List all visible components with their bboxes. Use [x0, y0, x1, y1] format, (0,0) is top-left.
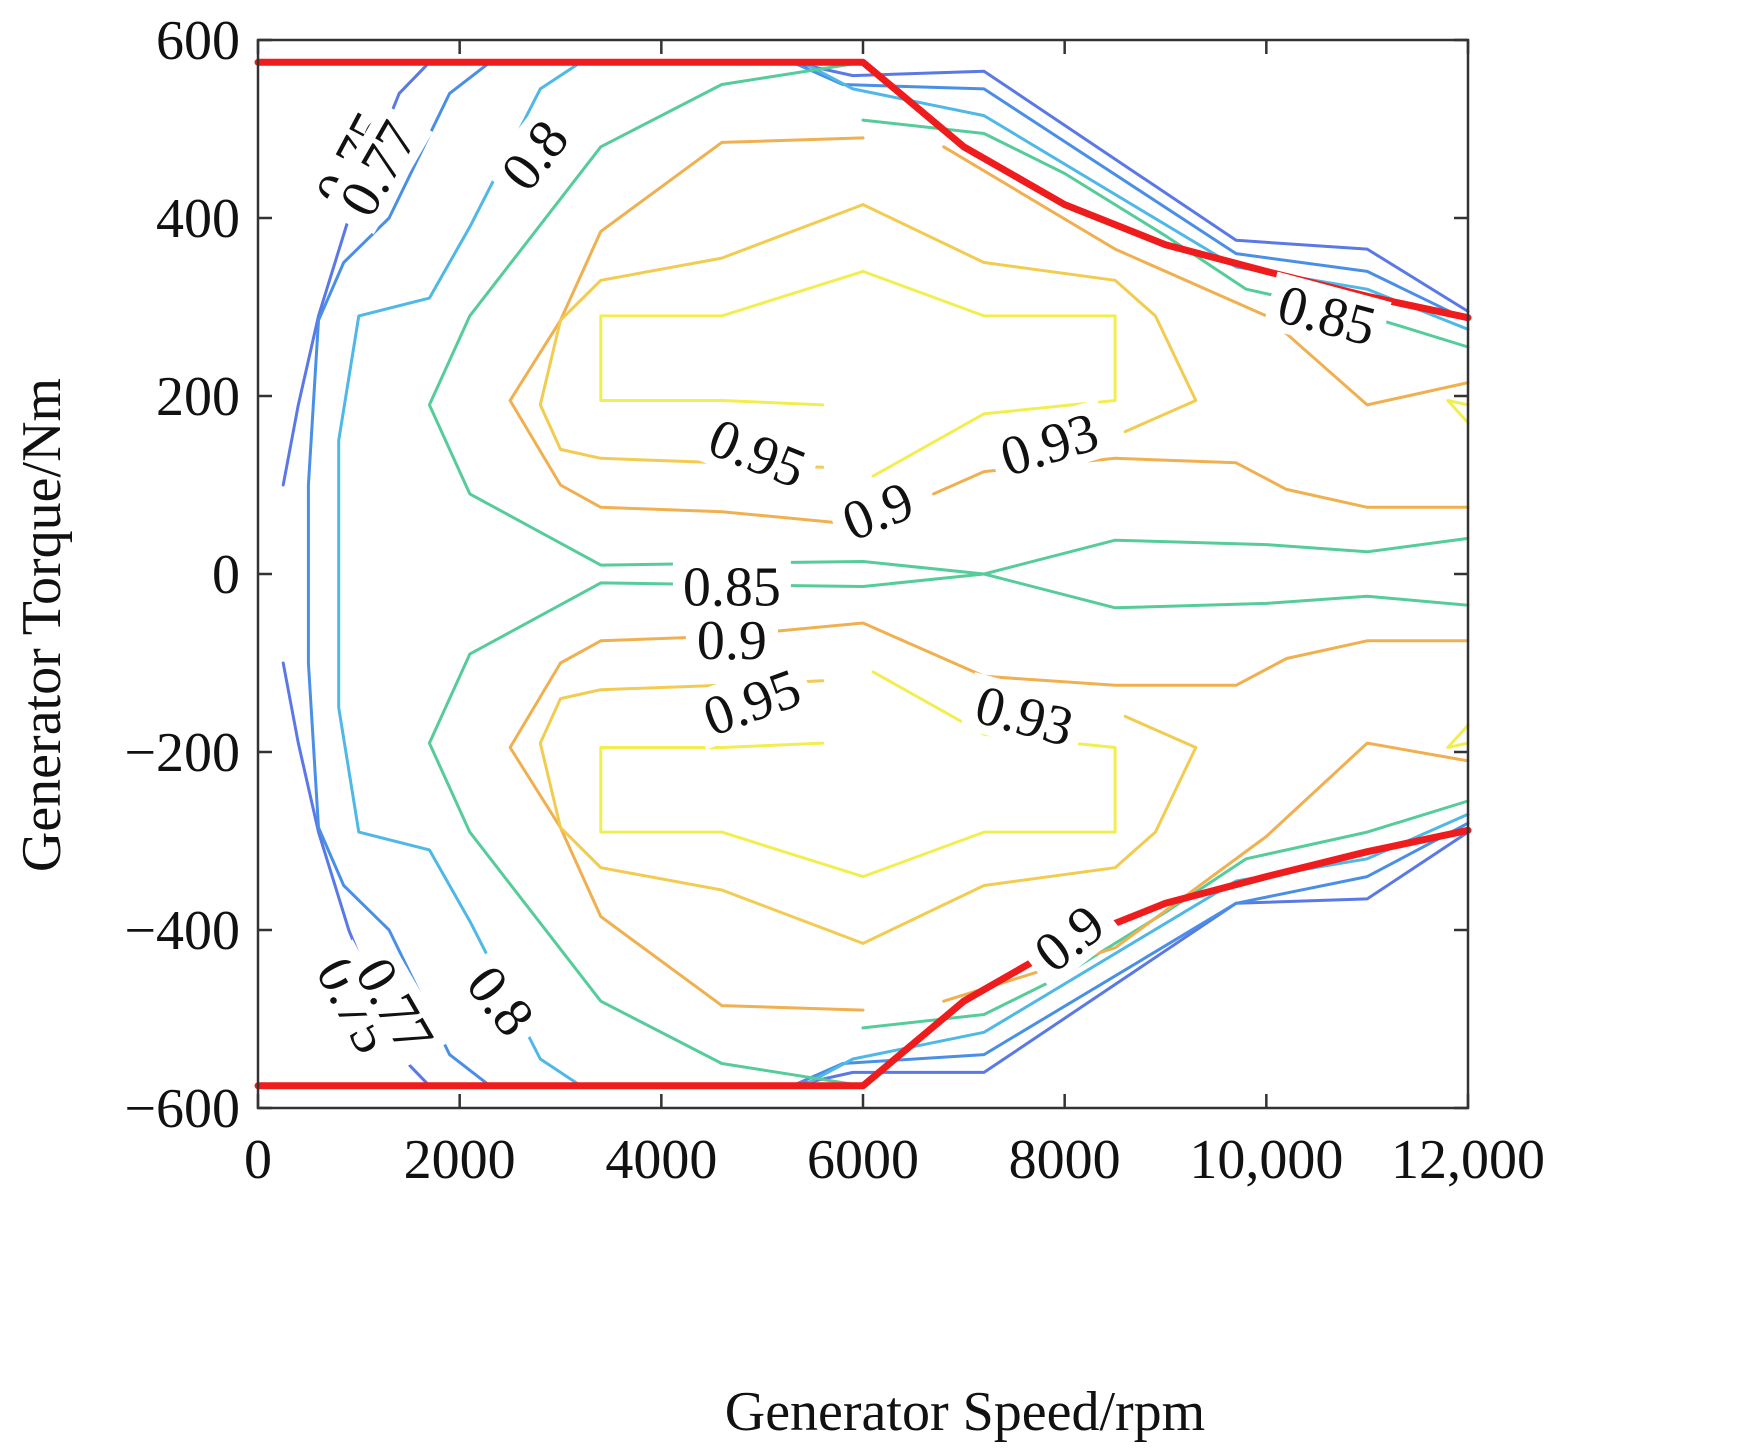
contour-line-0_77-1 — [306, 60, 492, 1088]
contour-line-0_93-1 — [538, 203, 865, 469]
contour-label-bg — [340, 939, 450, 1071]
contour-line-0_95-3 — [861, 269, 1117, 478]
x-tick-label: 6000 — [807, 1129, 919, 1191]
contour-lines — [281, 60, 1470, 1088]
y-tick-label: 600 — [156, 10, 240, 72]
contour-line-0_8-3 — [801, 60, 1470, 331]
y-tick-label: −600 — [124, 1078, 240, 1140]
contour-line-0_95-5 — [1446, 399, 1470, 425]
contour-line-0_93-3 — [861, 203, 1198, 434]
contour-label-text: 0.9 — [697, 610, 767, 672]
contour-label-8: 0.85 — [672, 556, 791, 618]
contour-label-bg — [449, 946, 552, 1055]
contour-line-0_93-2 — [538, 679, 865, 945]
y-tick-label: 400 — [156, 188, 240, 250]
contour-label-6: 0.93 — [984, 398, 1115, 489]
x-tick-label: 12,000 — [1391, 1129, 1545, 1191]
y-tick-label: −400 — [124, 900, 240, 962]
contour-label-bg — [686, 654, 818, 750]
y-tick-label: 200 — [156, 366, 240, 428]
y-axis-label: Generator Torque/Nm — [11, 378, 73, 872]
x-tick-label: 8000 — [1009, 1129, 1121, 1191]
contour-line-0_95-2 — [599, 741, 865, 879]
contour-line-0_75-3 — [790, 830, 1470, 1088]
y-tick-label: −200 — [124, 722, 240, 784]
contour-label-bg — [960, 672, 1090, 759]
contour-label-bg — [824, 466, 932, 555]
contour-line-0_75-1 — [281, 60, 431, 487]
contour-line-0_95-6 — [1446, 723, 1470, 749]
y-tick-label: 0 — [212, 544, 240, 606]
contour-label-bg — [323, 103, 433, 235]
contour-label-bg — [483, 100, 586, 210]
contour-line-0_9-1 — [508, 136, 865, 527]
contour-label-text: 0.85 — [683, 556, 781, 618]
contour-line-0_85-2 — [427, 536, 1470, 1088]
contour-label-bg — [691, 403, 824, 502]
contour-label-bg — [1014, 886, 1124, 990]
contour-line-0_9-5 — [932, 456, 1470, 509]
x-tick-label: 10,000 — [1189, 1129, 1343, 1191]
contour-label-bg — [672, 557, 791, 616]
contour-labels: 0.750.770.80.850.950.930.90.850.90.950.9… — [299, 94, 1392, 1071]
x-tick-label: 2000 — [404, 1129, 516, 1191]
x-axis-label: Generator Speed/rpm — [725, 1381, 1205, 1443]
contour-label-bg — [1262, 271, 1392, 359]
x-tick-label: 4000 — [605, 1129, 717, 1191]
contour-line-0_95-1 — [599, 269, 865, 407]
contour-line-0_75-4 — [790, 60, 1470, 313]
contour-line-0_93-4 — [861, 714, 1198, 945]
tick-labels: 0 2000 4000 6000 8000 10,000 12,0006004002000−… — [124, 10, 1545, 1191]
x-tick-label: 0 — [244, 1129, 272, 1191]
contour-label-bg — [685, 610, 778, 669]
axes — [256, 38, 1470, 1110]
contour-label-bg — [984, 398, 1115, 489]
contour-line-0_85-1 — [427, 60, 1470, 610]
contour-line-0_8-1 — [337, 60, 583, 1088]
contour-label-9: 0.9 — [685, 610, 778, 672]
